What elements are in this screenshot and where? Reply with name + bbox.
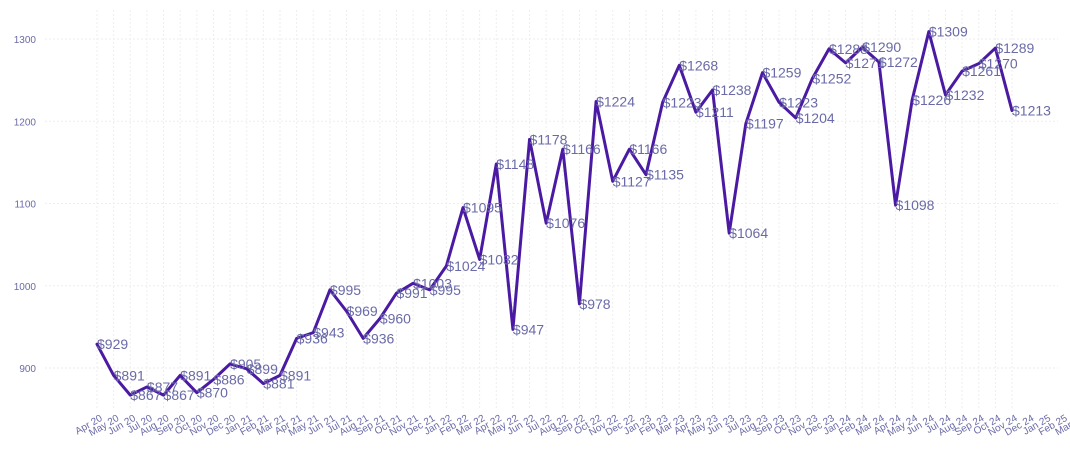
y-tick-label: 1300 xyxy=(14,35,37,46)
data-label: $1289 xyxy=(995,40,1034,56)
data-label: $891 xyxy=(180,367,211,383)
data-label: $991 xyxy=(396,285,427,301)
data-label: $1024 xyxy=(446,258,485,274)
data-label: $899 xyxy=(247,361,278,377)
data-label: $1166 xyxy=(629,141,667,157)
data-label: $1127 xyxy=(613,173,651,189)
data-label: $1032 xyxy=(480,251,519,267)
data-label: $1204 xyxy=(796,110,835,126)
data-label: $867 xyxy=(164,387,195,403)
data-label: $891 xyxy=(114,367,145,383)
y-axis: 900 1000 1100 1200 1300 xyxy=(14,35,37,375)
data-label: $1197 xyxy=(746,116,784,132)
data-label: $1223 xyxy=(663,94,702,110)
data-label: $891 xyxy=(280,367,311,383)
y-tick-label: 1200 xyxy=(14,117,37,128)
data-label: $870 xyxy=(197,385,228,401)
data-label: $943 xyxy=(313,325,344,341)
data-label: $1271 xyxy=(846,55,885,71)
data-label: $1064 xyxy=(729,225,768,241)
data-label: $1098 xyxy=(896,197,935,213)
data-label: $1076 xyxy=(546,215,585,231)
data-label: $1178 xyxy=(530,131,568,147)
data-label: $1095 xyxy=(463,200,502,216)
data-label: $905 xyxy=(230,356,261,372)
data-label: $936 xyxy=(363,330,394,346)
data-label: $1270 xyxy=(979,56,1018,72)
data-label: $960 xyxy=(380,311,411,327)
data-label: $886 xyxy=(213,372,244,388)
y-tick-label: 1000 xyxy=(14,282,37,293)
data-label: $1223 xyxy=(779,94,818,110)
data-label: $1003 xyxy=(413,275,452,291)
data-labels: $929 $891 $867$877$867 $891 $870$886$905$899… xyxy=(97,24,1051,404)
data-label: $1309 xyxy=(929,24,968,40)
y-tick-label: 900 xyxy=(19,364,36,375)
data-label: $1272 xyxy=(879,54,918,70)
data-label: $1259 xyxy=(762,65,801,81)
data-label: $877 xyxy=(147,379,178,395)
data-label: $995 xyxy=(430,282,461,298)
data-label: $936 xyxy=(297,330,328,346)
data-label: $1252 xyxy=(812,70,851,86)
data-label: $978 xyxy=(579,296,610,312)
data-label: $1224 xyxy=(596,94,635,110)
data-label: $1226 xyxy=(912,92,951,108)
data-label: $969 xyxy=(347,303,378,319)
data-label: $1148 xyxy=(496,156,534,172)
series-line xyxy=(95,30,1014,397)
horizontal-gridlines xyxy=(45,38,1058,369)
y-tick-label: 1100 xyxy=(14,200,36,211)
data-label: $1238 xyxy=(713,82,752,98)
data-label: $881 xyxy=(263,376,294,392)
data-label: $1211 xyxy=(696,104,734,120)
data-label: $1290 xyxy=(862,39,901,55)
data-label: $1288 xyxy=(829,41,868,57)
data-label: $1135 xyxy=(646,167,684,183)
data-label: $867 xyxy=(130,387,161,403)
data-label: $1213 xyxy=(1012,103,1051,119)
vertical-gridlines xyxy=(96,10,1013,410)
data-label: $995 xyxy=(330,282,361,298)
data-label: $1268 xyxy=(679,57,718,73)
data-label: $947 xyxy=(513,321,544,337)
data-label: $929 xyxy=(97,336,128,352)
data-label: $1261 xyxy=(962,63,1001,79)
data-label: $1232 xyxy=(945,87,984,103)
data-label: $1166 xyxy=(563,141,601,157)
